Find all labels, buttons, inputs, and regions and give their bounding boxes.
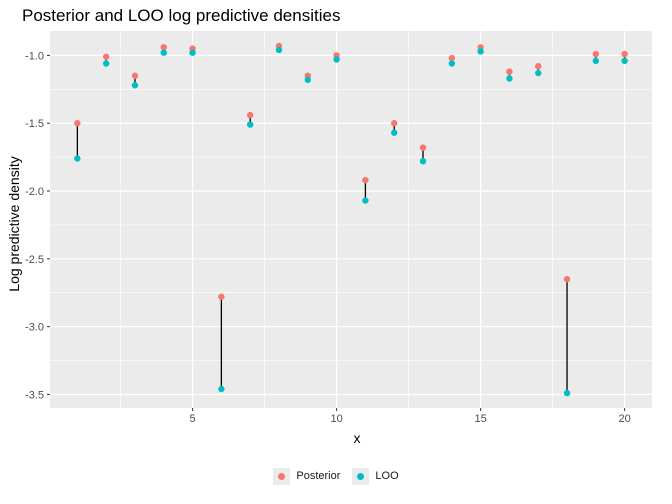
y-tick-label: -2.5: [25, 254, 44, 266]
posterior-point: [362, 176, 369, 184]
posterior-point: [246, 111, 254, 119]
posterior-point: [506, 68, 513, 75]
minor-grid: [50, 31, 652, 408]
legend-key-loo: [352, 467, 370, 485]
legend-item-loo: LOO: [352, 467, 399, 485]
x-axis: 5 10 15 20: [190, 408, 631, 425]
loo-point: [535, 69, 542, 77]
loo-point: [419, 157, 427, 165]
loo-point: [621, 57, 628, 65]
loo-point: [275, 46, 283, 54]
loo-point: [218, 385, 225, 393]
posterior-point: [592, 50, 600, 58]
loo-point: [333, 56, 340, 63]
loo-point: [102, 60, 110, 67]
data-points: [74, 42, 628, 397]
x-axis-label: x: [354, 430, 361, 446]
y-tick-label: -1.0: [25, 50, 44, 62]
y-tick-label: -3.5: [25, 389, 44, 401]
posterior-point: [621, 50, 628, 58]
y-tick-label: -3.0: [25, 322, 44, 334]
posterior-point: [160, 44, 167, 51]
loo-point: [448, 60, 456, 67]
x-tick-label: 15: [474, 413, 486, 425]
x-tick-label: 20: [619, 413, 631, 425]
y-axis-label: Log predictive density: [6, 156, 22, 291]
posterior-point: [563, 275, 571, 283]
legend-label-loo: LOO: [375, 470, 399, 482]
loo-point: [74, 155, 81, 162]
loo-point: [477, 48, 484, 55]
y-axis: -3.5 -3.0 -2.5 -2.0 -1.5 -1.0: [25, 50, 50, 401]
y-tick-label: -2.0: [25, 186, 44, 198]
loo-point: [246, 121, 254, 128]
loo-point: [391, 129, 398, 136]
major-grid: [50, 31, 652, 408]
posterior-point: [102, 53, 110, 60]
posterior-point: [419, 144, 427, 151]
legend-label-posterior: Posterior: [296, 470, 341, 482]
loo-point: [131, 82, 139, 89]
legend-key-posterior: [273, 467, 291, 485]
loo-point: [592, 57, 600, 65]
legend: Posterior LOO: [0, 462, 672, 490]
posterior-point: [218, 293, 225, 300]
loo-point: [304, 76, 311, 84]
y-tick-label: -1.5: [25, 118, 44, 130]
chart-title: Posterior and LOO log predictive densiti…: [22, 6, 340, 25]
posterior-point: [74, 120, 81, 127]
posterior-point: [535, 63, 542, 70]
posterior-point: [391, 120, 398, 127]
x-tick-label: 5: [190, 413, 196, 425]
plot-panel: [50, 31, 652, 408]
loo-point: [563, 389, 571, 397]
loo-point: [160, 49, 167, 56]
loo-point: [362, 197, 369, 204]
x-tick-label: 10: [330, 413, 342, 425]
loo-point: [189, 49, 196, 56]
loo-point: [506, 75, 513, 82]
posterior-point: [448, 54, 456, 62]
legend-item-posterior: Posterior: [273, 467, 341, 485]
posterior-point: [131, 72, 139, 79]
